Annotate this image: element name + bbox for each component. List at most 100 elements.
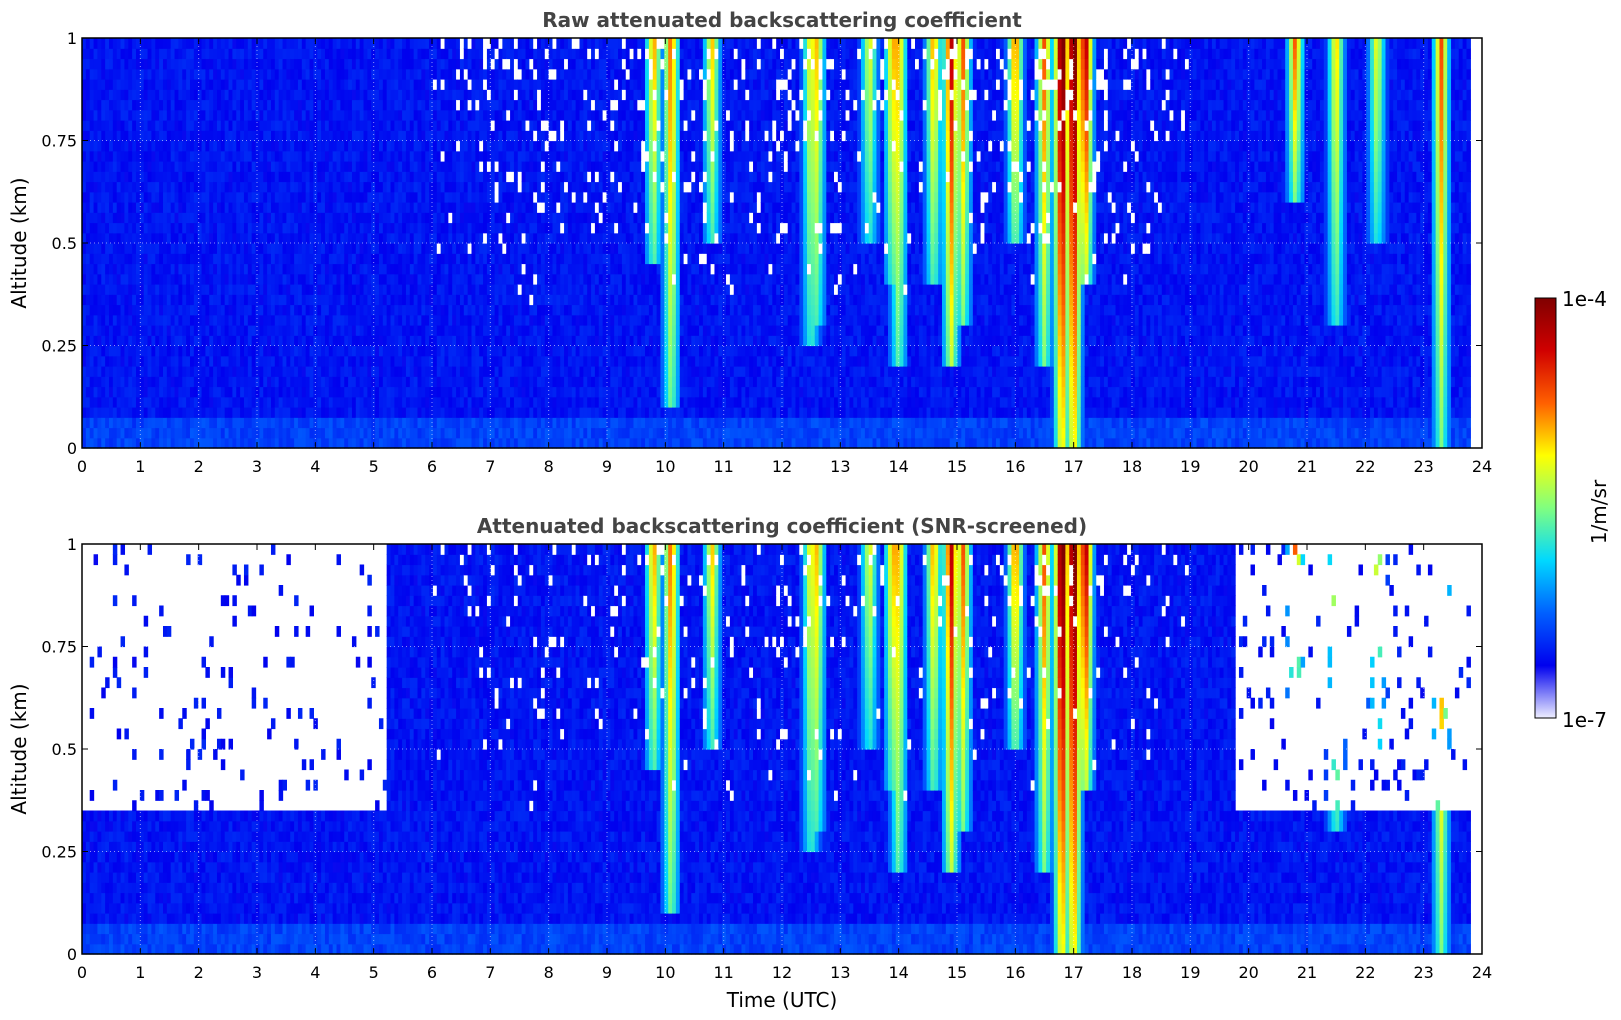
heatmap-cell — [495, 59, 499, 70]
heatmap-cell — [198, 212, 202, 223]
heatmap-cell — [248, 253, 252, 264]
heatmap-cell — [240, 356, 244, 367]
heatmap-cell — [167, 233, 171, 244]
heatmap-cell — [364, 192, 368, 203]
heatmap-cell — [499, 223, 503, 234]
heatmap-cell — [186, 69, 190, 80]
heatmap-cell — [186, 202, 190, 213]
heatmap-cell — [229, 100, 233, 111]
heatmap-cell — [437, 315, 441, 326]
heatmap-cell — [236, 48, 240, 59]
heatmap-cell — [248, 284, 252, 295]
heatmap-cell — [259, 141, 263, 152]
heatmap-cell — [414, 59, 418, 70]
heatmap-cell — [514, 407, 518, 418]
heatmap-cell — [391, 182, 395, 193]
heatmap-cell — [348, 417, 352, 428]
heatmap-cell — [302, 202, 306, 213]
heatmap-cell — [394, 110, 398, 121]
heatmap-cell — [460, 325, 464, 336]
heatmap-cell — [402, 120, 406, 131]
heatmap-cell — [533, 69, 537, 80]
heatmap-cell — [306, 417, 310, 428]
heatmap-cell — [155, 407, 159, 418]
heatmap-cell — [460, 59, 464, 70]
heatmap-cell — [468, 356, 472, 367]
heatmap-cell — [325, 100, 329, 111]
heatmap-cell — [310, 294, 314, 305]
heatmap-cell — [526, 274, 530, 285]
heatmap-cell — [182, 428, 186, 439]
heatmap-cell — [556, 89, 560, 100]
heatmap-cell — [128, 223, 132, 234]
heatmap-cell — [348, 151, 352, 162]
heatmap-cell — [325, 407, 329, 418]
heatmap-cell — [406, 325, 410, 336]
heatmap-cell — [433, 325, 437, 336]
heatmap-cell — [267, 59, 271, 70]
heatmap-cell — [337, 48, 341, 59]
heatmap-cell — [90, 407, 94, 418]
heatmap-cell — [526, 284, 530, 295]
heatmap-cell — [259, 294, 263, 305]
heatmap-cell — [124, 141, 128, 152]
heatmap-cell — [448, 366, 452, 377]
heatmap-cell — [306, 428, 310, 439]
heatmap-cell — [375, 130, 379, 141]
heatmap-cell — [117, 253, 121, 264]
heatmap-cell — [348, 120, 352, 131]
heatmap-cell — [383, 264, 387, 275]
heatmap-cell — [252, 274, 256, 285]
heatmap-cell — [298, 346, 302, 357]
heatmap-cell — [502, 182, 506, 193]
heatmap-cell — [256, 407, 260, 418]
heatmap-cell — [537, 335, 541, 346]
heatmap-cell — [541, 438, 545, 449]
heatmap-cell — [499, 315, 503, 326]
heatmap-cell — [298, 120, 302, 131]
heatmap-cell — [283, 38, 287, 49]
heatmap-cell — [121, 89, 125, 100]
heatmap-cell — [468, 89, 472, 100]
heatmap-cell — [310, 305, 314, 316]
heatmap-cell — [344, 151, 348, 162]
heatmap-cell — [148, 315, 152, 326]
heatmap-cell — [364, 202, 368, 213]
heatmap-cell — [522, 141, 526, 152]
heatmap-cell — [286, 141, 290, 152]
heatmap-cell — [421, 428, 425, 439]
heatmap-cell — [271, 325, 275, 336]
heatmap-cell — [460, 376, 464, 387]
heatmap-cell — [460, 151, 464, 162]
heatmap-cell — [541, 305, 545, 316]
heatmap-cell — [475, 407, 479, 418]
heatmap-cell — [464, 284, 468, 295]
heatmap-cell — [225, 264, 229, 275]
heatmap-cell — [124, 48, 128, 59]
heatmap-cell — [529, 233, 533, 244]
heatmap-cell — [298, 192, 302, 203]
heatmap-cell — [325, 192, 329, 203]
heatmap-cell — [94, 182, 98, 193]
heatmap-cell — [371, 151, 375, 162]
heatmap-cell — [549, 438, 553, 449]
heatmap-cell — [205, 48, 209, 59]
heatmap-cell — [240, 305, 244, 316]
heatmap-cell — [483, 428, 487, 439]
heatmap-cell — [167, 407, 171, 418]
heatmap-cell — [394, 79, 398, 90]
heatmap-cell — [286, 366, 290, 377]
heatmap-cell — [244, 192, 248, 203]
heatmap-cell — [529, 253, 533, 264]
heatmap-cell — [506, 110, 510, 121]
heatmap-cell — [552, 274, 556, 285]
heatmap-cell — [124, 202, 128, 213]
heatmap-cell — [433, 274, 437, 285]
heatmap-cell — [101, 335, 105, 346]
heatmap-cell — [441, 253, 445, 264]
heatmap-cell — [225, 38, 229, 49]
heatmap-cell — [526, 294, 530, 305]
heatmap-cell — [259, 387, 263, 398]
heatmap-cell — [456, 417, 460, 428]
heatmap-cell — [371, 120, 375, 131]
